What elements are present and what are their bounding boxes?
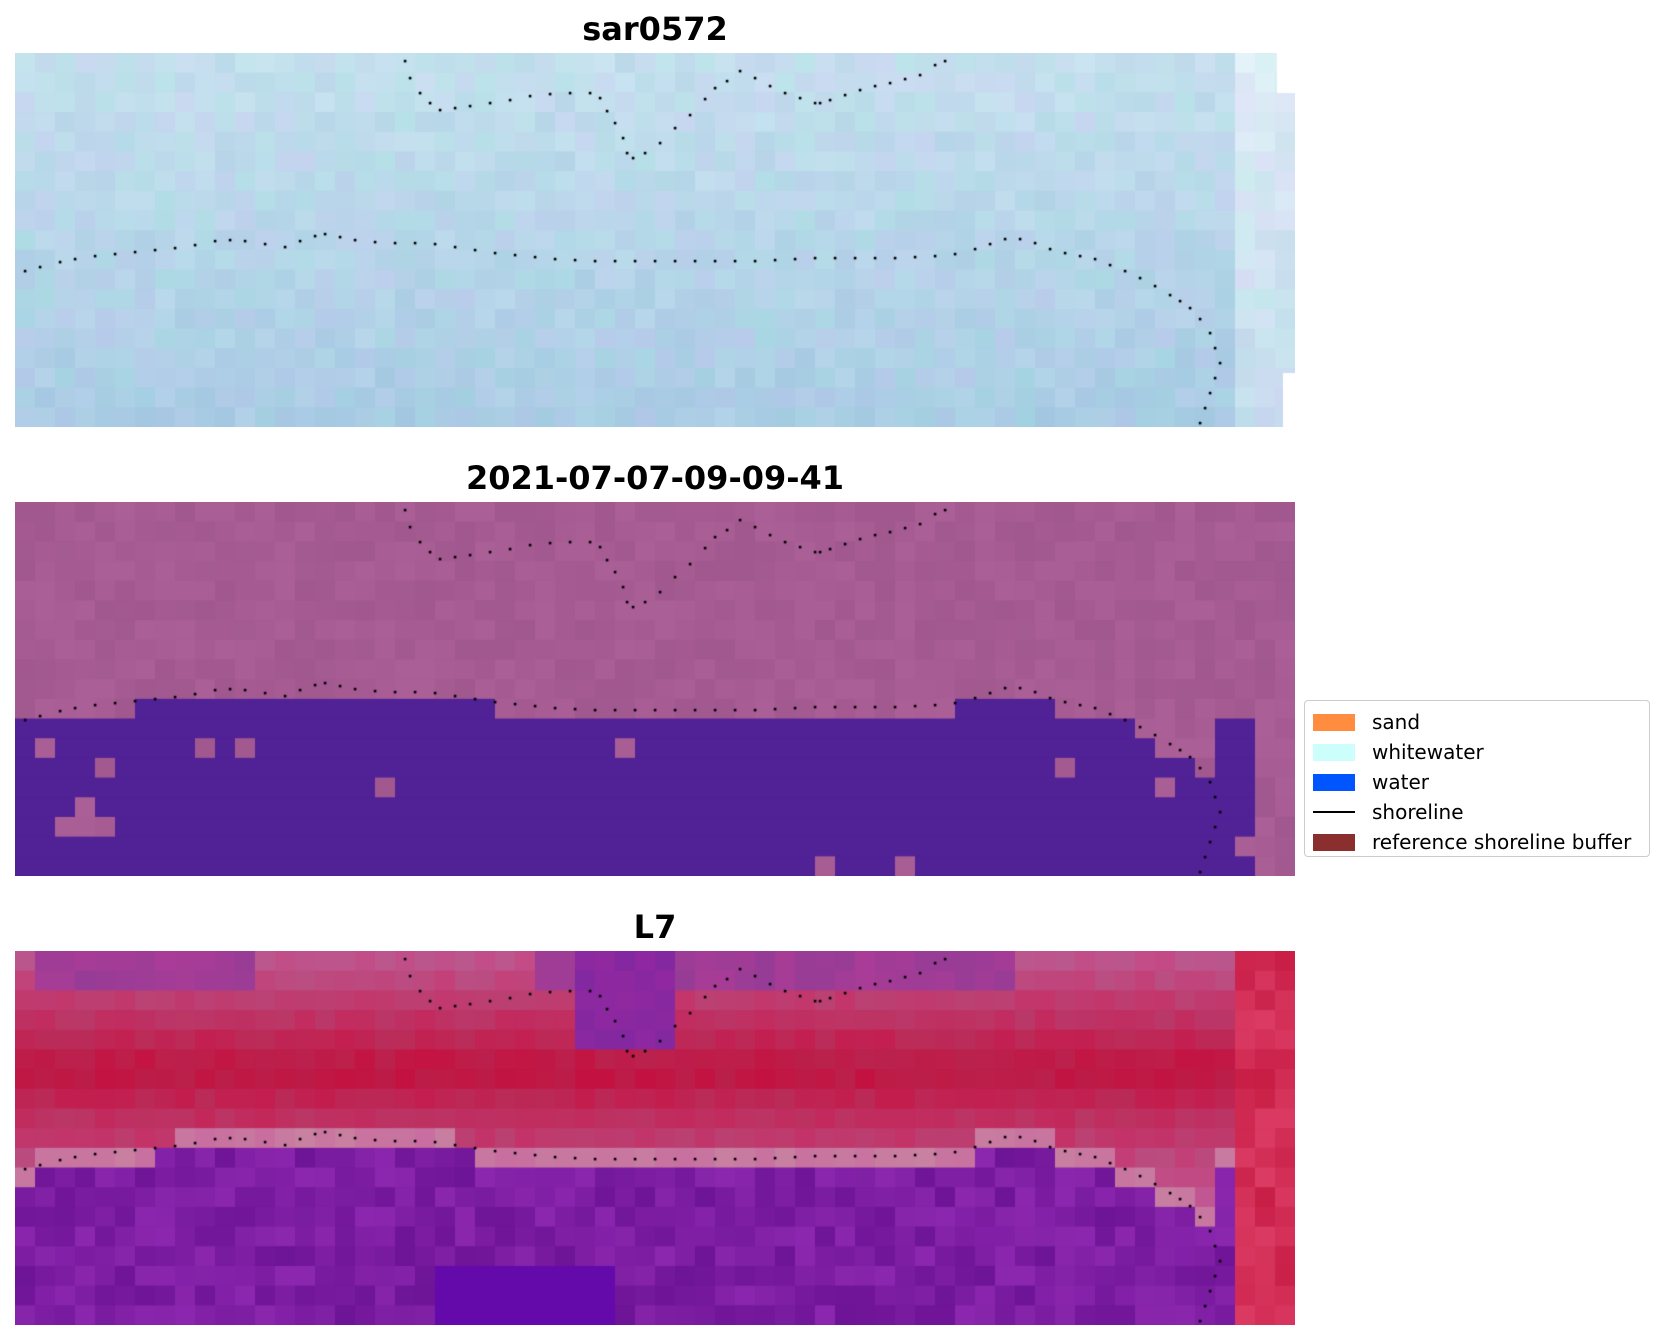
panel-title-classified: 2021-07-07-09-09-41	[465, 459, 845, 497]
reference-buffer-swatch	[1313, 833, 1355, 851]
legend-item-water: water	[1313, 767, 1641, 797]
rgb-image-panel	[15, 53, 1295, 427]
legend-label: water	[1372, 770, 1429, 794]
panel-title-index: L7	[633, 908, 677, 946]
legend-item-sand: sand	[1313, 707, 1641, 737]
shoreline-line-icon	[1313, 804, 1355, 821]
whitewater-swatch	[1313, 743, 1355, 761]
legend-label: shoreline	[1372, 800, 1464, 824]
legend: sand whitewater water shoreline referenc…	[1304, 700, 1650, 857]
classified-image-panel	[15, 502, 1295, 876]
legend-item-shoreline: shoreline	[1313, 797, 1641, 827]
index-image-panel	[15, 951, 1295, 1325]
panel-title-rgb: sar0572	[582, 10, 728, 48]
legend-item-reference-buffer: reference shoreline buffer	[1313, 827, 1641, 857]
sand-swatch	[1313, 713, 1355, 731]
legend-label: reference shoreline buffer	[1372, 830, 1632, 854]
legend-label: sand	[1372, 710, 1421, 734]
legend-label: whitewater	[1372, 740, 1484, 764]
water-swatch	[1313, 773, 1355, 791]
legend-item-whitewater: whitewater	[1313, 737, 1641, 767]
